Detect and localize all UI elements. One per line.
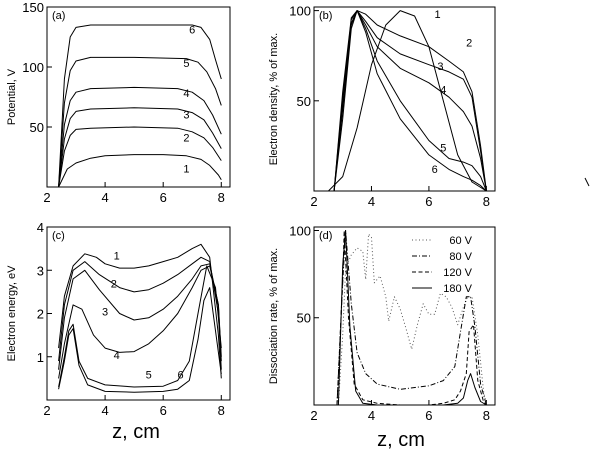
curve-number-label: 1 <box>434 9 440 21</box>
series-line <box>58 263 222 370</box>
curve-number-label: 2 <box>111 279 117 291</box>
x-tick-label: 6 <box>160 403 167 418</box>
series-line <box>58 154 222 188</box>
series-line <box>336 230 487 406</box>
curve-number-label: 5 <box>146 369 152 381</box>
x-tick-label: 8 <box>218 403 225 418</box>
y-axis-label: Dissociation rate, % of max. <box>268 248 280 384</box>
x-tick-label: 4 <box>101 403 108 418</box>
series-line <box>333 10 487 192</box>
curve-number-label: 1 <box>183 164 189 176</box>
series-line <box>333 10 487 192</box>
y-axis-label: Potential, V <box>6 68 18 125</box>
curve-number-label: 3 <box>437 61 443 73</box>
curve-number-label: 4 <box>440 85 446 97</box>
y-axis-label: Electron energy, eV <box>6 265 18 361</box>
series-line <box>58 256 222 370</box>
series-line <box>58 126 222 188</box>
series-line <box>58 86 222 188</box>
y-axis-label: Electron density, % of max. <box>268 33 280 165</box>
y-tick-label: 50 <box>297 311 311 326</box>
x-tick-label: 2 <box>310 408 317 423</box>
curve-number-label: 1 <box>114 250 120 262</box>
curve-number-label: 3 <box>102 307 108 319</box>
y-tick-label: 1 <box>37 350 44 365</box>
curve-number-label: 6 <box>432 164 438 176</box>
curve-number-label: 3 <box>183 110 189 122</box>
series-line <box>58 265 222 379</box>
y-tick-label: 3 <box>37 263 44 278</box>
series-line <box>333 10 487 192</box>
y-tick-label: 100 <box>289 4 311 19</box>
panel-label: (d) <box>319 230 332 242</box>
legend-label: 180 V <box>443 283 472 295</box>
plot-frame <box>46 6 231 188</box>
y-tick-label: 4 <box>37 220 44 235</box>
x-tick-label: 8 <box>218 190 225 205</box>
panel-c: 2 4 6 8 1 2 3 4 Electron energy, eV (c) 1 2 3 4 5 6 <box>6 220 231 418</box>
x-tick-label: 8 <box>483 408 490 423</box>
panel-label: (b) <box>319 10 332 22</box>
y-tick-label: 50 <box>30 120 44 135</box>
x-tick-label: 6 <box>425 194 432 209</box>
curve-number-label: 5 <box>440 142 446 154</box>
legend-label: 60 V <box>449 235 472 247</box>
plot-frame <box>313 6 496 192</box>
y-tick-label: 50 <box>297 94 311 109</box>
y-tick-label: 150 <box>22 0 44 15</box>
series-line <box>333 10 487 192</box>
legend-label: 80 V <box>449 251 472 263</box>
plot-frame <box>46 226 231 401</box>
curve-number-label: 5 <box>183 58 189 70</box>
series-line <box>58 243 222 379</box>
panel-label: (a) <box>52 10 65 22</box>
series-line <box>336 230 487 406</box>
series-line <box>58 287 222 393</box>
x-tick-label: 2 <box>310 194 317 209</box>
series-line <box>58 107 222 188</box>
panel-b: 2 4 6 8 50 100 Electron density, % of max. (b) 1… <box>268 4 496 209</box>
x-tick-label: 2 <box>43 190 50 205</box>
series-line <box>58 24 222 188</box>
panel-label: (c) <box>52 230 65 242</box>
curve-number-label: 2 <box>183 132 189 144</box>
series-line <box>58 265 222 388</box>
series-line <box>328 10 487 192</box>
curve-number-label: 4 <box>114 350 120 362</box>
curve-number-label: 2 <box>466 38 472 50</box>
stray-mark <box>584 177 590 187</box>
curve-number-label: 4 <box>183 88 189 100</box>
legend-label: 120 V <box>443 267 472 279</box>
series-line <box>333 10 487 192</box>
x-tick-label: 2 <box>43 403 50 418</box>
y-tick-label: 100 <box>289 223 311 238</box>
x-tick-label: 4 <box>368 408 375 423</box>
curve-number-label: 6 <box>178 369 184 381</box>
x-tick-label: 8 <box>483 194 490 209</box>
series-line <box>337 230 487 406</box>
x-tick-label: 6 <box>425 408 432 423</box>
x-tick-label: 4 <box>368 194 375 209</box>
y-tick-label: 2 <box>37 307 44 322</box>
x-axis-title-right: z, cm <box>377 429 425 451</box>
x-axis-title-left: z, cm <box>112 421 160 443</box>
panel-d: 2 4 6 8 50 100 Dissociation rate, % of max. (d)… <box>268 223 496 423</box>
y-tick-label: 100 <box>22 60 44 75</box>
panel-a: 2 4 6 8 50 100 150 Potential, V (a) 1 2 3 4 5 6 <box>6 0 231 205</box>
series-line <box>58 56 222 188</box>
x-tick-label: 4 <box>101 190 108 205</box>
curve-number-label: 6 <box>189 24 195 36</box>
x-tick-label: 6 <box>160 190 167 205</box>
